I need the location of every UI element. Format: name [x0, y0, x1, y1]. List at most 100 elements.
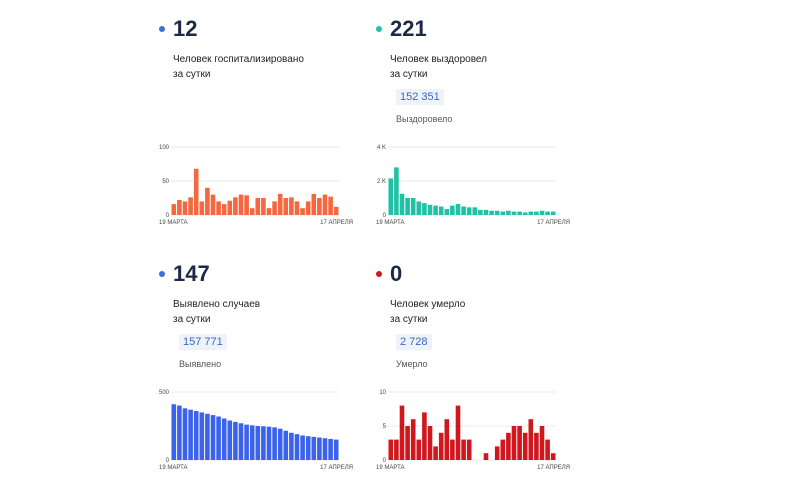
chart-bar [283, 430, 289, 460]
chart-bar [438, 206, 444, 215]
chart-bar [472, 207, 478, 215]
chart-bar [289, 432, 294, 460]
detected-total: 157 771 [179, 334, 227, 350]
chart-bar [277, 193, 283, 215]
x-end-label: 17 АПРЕЛЯ [320, 220, 353, 226]
chart-bar [478, 209, 483, 215]
chart-bar [311, 436, 317, 460]
chart-bar [534, 211, 539, 215]
chart-bar [528, 211, 534, 215]
hospitalized-chart: 100 50 019 МАРТА 17 АПРЕЛЯ [159, 145, 353, 226]
deaths-total: 2 728 [396, 334, 432, 350]
recovered-description: Человек выздоровел за сутки [390, 54, 487, 80]
chart-bar [483, 209, 489, 215]
detected-chart: 500 019 МАРТА 17 АПРЕЛЯ [159, 390, 353, 471]
chart-bar [272, 201, 277, 215]
chart-bar [205, 413, 210, 460]
chart-bar [399, 405, 405, 460]
chart-bar [294, 434, 300, 460]
chart-bar [506, 210, 511, 215]
recovered-value: 221 [390, 16, 427, 41]
x-start-label: 19 МАРТА [376, 220, 405, 226]
chart-bar [272, 427, 277, 460]
chart-bar [266, 426, 272, 460]
x-end-label: 17 АПРЕЛЯ [320, 465, 353, 471]
chart-bar [506, 432, 511, 460]
chart-bar [333, 206, 339, 215]
chart-bar [210, 194, 216, 215]
chart-bar [427, 204, 433, 215]
y-tick-label: 0 [383, 213, 387, 219]
chart-bar [317, 437, 322, 460]
bullet-icon [159, 271, 165, 277]
chart-bar [489, 210, 494, 215]
chart-bar [249, 425, 255, 460]
chart-bar [333, 439, 339, 460]
deaths-value: 0 [390, 261, 403, 286]
chart-bar [188, 409, 193, 460]
chart-bar [171, 404, 177, 460]
y-tick-label: 500 [159, 390, 170, 396]
chart-bar [517, 211, 522, 215]
chart-bar [238, 194, 244, 215]
chart-bar [261, 426, 266, 460]
chart-bar [416, 439, 422, 460]
detected-total-label: Выявлено [179, 359, 222, 369]
recovered-chart: 4 K 2 K 019 МАРТА 17 АПРЕЛЯ [376, 145, 570, 226]
x-end-label: 17 АПРЕЛЯ [537, 220, 570, 226]
chart-bar [238, 423, 244, 460]
chart-bar [221, 204, 227, 215]
x-start-label: 19 МАРТА [376, 465, 405, 471]
chart-bar [511, 426, 517, 460]
chart-bar [483, 453, 489, 460]
chart-bar [500, 211, 506, 215]
chart-bar [210, 415, 216, 460]
chart-bar [410, 198, 416, 215]
hospitalized-description: Человек госпитализировано за сутки [173, 54, 304, 80]
chart-bar [266, 208, 272, 215]
stat-card-recovered: 221 Человек выздоровел за сутки 152 351 … [376, 14, 576, 244]
chart-bar [182, 408, 188, 460]
chart-bar [317, 198, 322, 215]
chart-bar [494, 446, 500, 460]
chart-bar [249, 208, 255, 215]
chart-bar [171, 204, 177, 215]
bullet-icon [376, 271, 382, 277]
chart-bar [433, 205, 438, 215]
recovered-total-label: Выздоровело [396, 114, 453, 124]
chart-bar [221, 418, 227, 460]
chart-bar [433, 446, 438, 460]
detected-value: 147 [173, 261, 210, 286]
hospitalized-value: 12 [173, 16, 198, 41]
chart-bar [422, 412, 427, 460]
chart-bar [277, 428, 283, 460]
chart-bar [305, 201, 311, 215]
x-start-label: 19 МАРТА [159, 220, 188, 226]
chart-bar [300, 208, 305, 215]
chart-bar [422, 203, 427, 215]
chart-bar [188, 197, 193, 215]
bullet-icon [159, 26, 165, 32]
y-tick-label: 0 [166, 213, 170, 219]
chart-bar [388, 178, 394, 215]
y-tick-label: 2 K [377, 179, 386, 185]
chart-bar [394, 439, 399, 460]
chart-bar [322, 194, 328, 215]
chart-bar [550, 211, 556, 215]
chart-bar [455, 203, 461, 215]
chart-bar [193, 168, 199, 215]
y-tick-label: 50 [162, 179, 169, 185]
x-end-label: 17 АПРЕЛЯ [537, 465, 570, 471]
chart-bar [300, 435, 305, 460]
chart-bar [233, 421, 238, 460]
chart-bar [550, 453, 556, 460]
chart-bar [244, 195, 249, 215]
chart-bar [539, 426, 545, 460]
chart-bar [405, 198, 410, 215]
chart-bar [517, 426, 522, 460]
chart-bar [500, 439, 506, 460]
recovered-total: 152 351 [396, 89, 444, 105]
chart-bar [255, 426, 261, 460]
chart-bar [216, 201, 221, 215]
y-tick-label: 10 [379, 390, 386, 396]
